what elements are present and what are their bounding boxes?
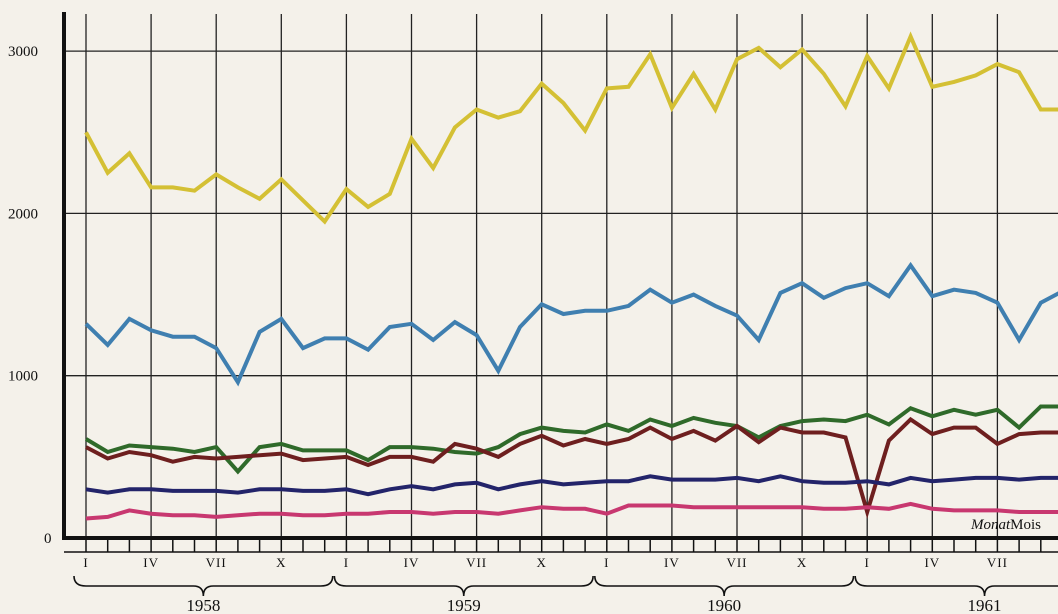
year-label: 1959 bbox=[447, 596, 481, 614]
axes bbox=[62, 12, 1058, 553]
month-label: I bbox=[344, 555, 349, 570]
series-line-4 bbox=[85, 416, 1058, 520]
year-brace bbox=[333, 575, 594, 597]
month-label: I bbox=[865, 555, 870, 570]
year-label: 1958 bbox=[186, 596, 220, 614]
month-label: VII bbox=[726, 555, 747, 570]
series-line-1 bbox=[84, 31, 1058, 225]
x-unit-label-french: Mois bbox=[1010, 517, 1041, 533]
series-line-2 bbox=[84, 261, 1058, 387]
series-line-5 bbox=[85, 474, 1058, 497]
x-unit-label: MonatMois bbox=[970, 517, 1041, 533]
year-brace bbox=[854, 575, 1058, 597]
month-label: I bbox=[83, 555, 88, 570]
month-label: IV bbox=[143, 555, 159, 570]
year-brace bbox=[594, 575, 855, 597]
year-brace bbox=[73, 575, 334, 597]
y-tick-label: 3000 bbox=[8, 44, 38, 60]
month-label: X bbox=[537, 555, 547, 570]
y-tick-label: 1000 bbox=[8, 369, 38, 385]
y-tick-label: 2000 bbox=[8, 206, 38, 222]
series-line-3 bbox=[84, 404, 1058, 475]
axis-labels: 0 1000 2000 3000 I IV VII X I IV VII X I IV VII X I IV VII… bbox=[8, 44, 1058, 614]
month-label: VII bbox=[987, 555, 1008, 570]
series-line-6 bbox=[85, 501, 1058, 521]
year-label: 1960 bbox=[707, 596, 741, 614]
x-unit-label-german: Monat bbox=[970, 517, 1011, 533]
month-label: I bbox=[604, 555, 609, 570]
month-label: VII bbox=[466, 555, 487, 570]
month-label: IV bbox=[924, 555, 940, 570]
month-label: X bbox=[276, 555, 286, 570]
month-label: VII bbox=[206, 555, 227, 570]
year-label: 1961 bbox=[968, 596, 1002, 614]
month-label: X bbox=[797, 555, 807, 570]
y-tick-label: 0 bbox=[44, 531, 52, 547]
grid bbox=[64, 14, 1058, 538]
month-label: IV bbox=[664, 555, 680, 570]
month-label: IV bbox=[404, 555, 420, 570]
series-lines bbox=[84, 31, 1058, 521]
